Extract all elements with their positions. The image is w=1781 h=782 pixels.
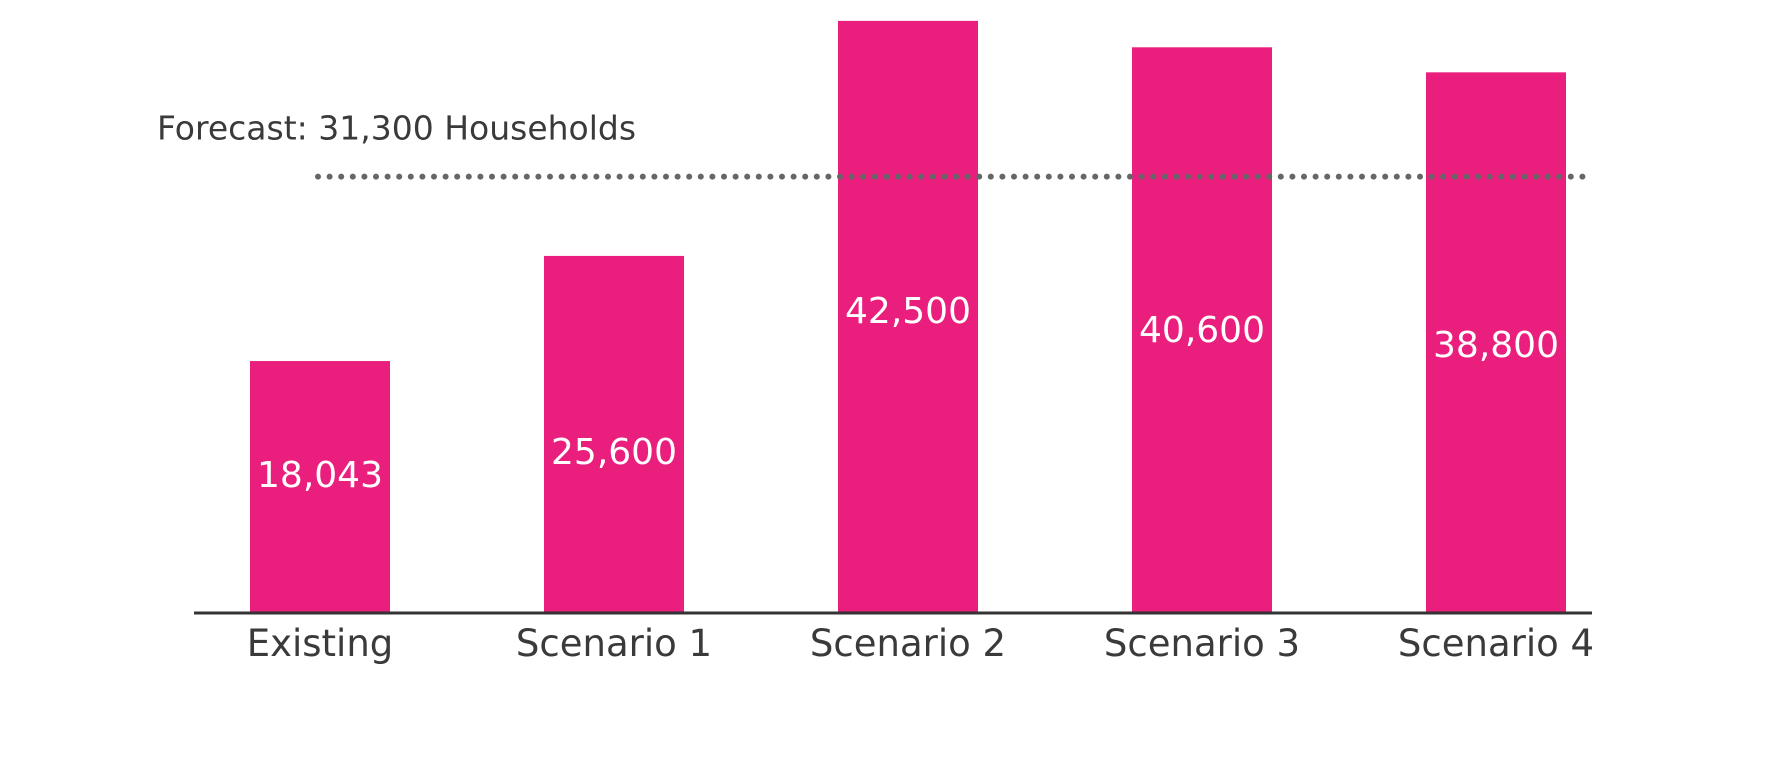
value-labels: 18,043 25,600 42,500 40,600 38,800 [257, 291, 1559, 496]
category-labels: Existing Scenario 1 Scenario 2 Scenario 3 Sc… [247, 622, 1594, 665]
bar-scenario-2 [838, 20, 978, 612]
value-label: 38,800 [1433, 325, 1559, 366]
forecast-label: Forecast: 31,300 Households [157, 109, 636, 148]
category-label: Scenario 3 [1104, 622, 1300, 665]
value-label: 18,043 [257, 455, 383, 496]
bar-scenario-3 [1132, 47, 1272, 613]
bars-group [250, 20, 1566, 613]
value-label: 25,600 [551, 432, 677, 473]
value-label: 40,600 [1139, 310, 1265, 351]
category-label: Scenario 1 [516, 622, 712, 665]
category-label: Scenario 4 [1398, 622, 1594, 665]
value-label: 42,500 [845, 291, 971, 332]
category-label: Scenario 2 [810, 622, 1006, 665]
bar-scenario-4 [1426, 72, 1566, 612]
category-label: Existing [247, 622, 394, 665]
bar-scenario-1 [544, 255, 684, 612]
bar-existing [250, 361, 390, 612]
